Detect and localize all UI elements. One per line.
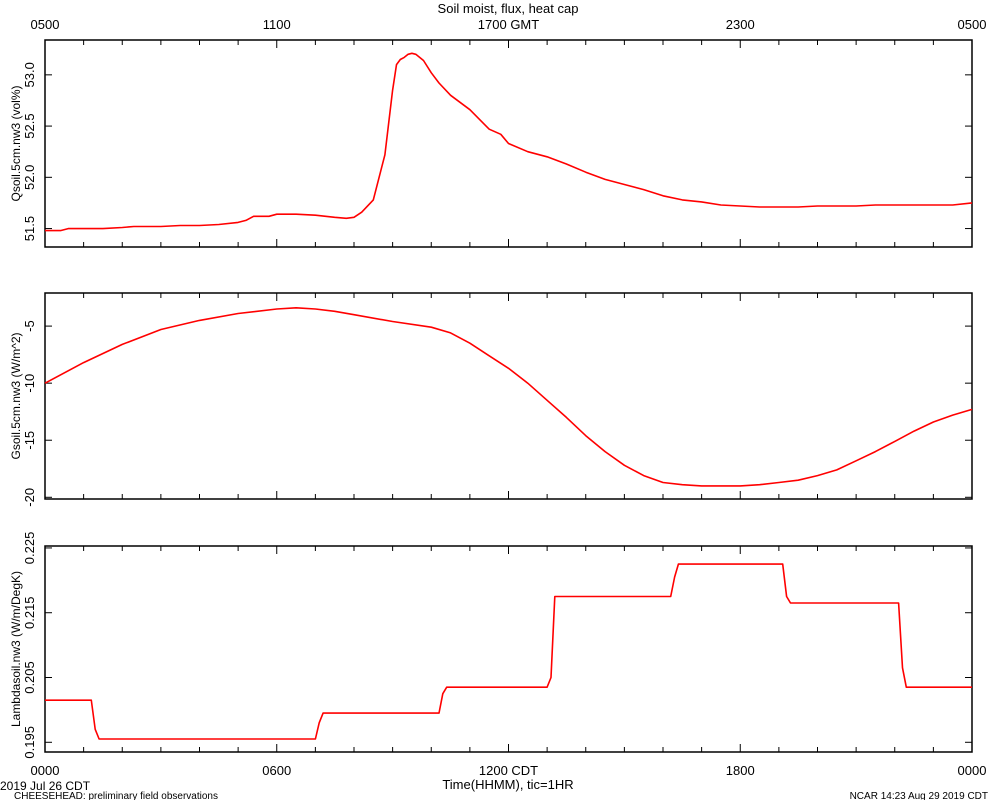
y-tick-label: 0.225: [22, 532, 37, 565]
footer-project-note: CHEESEHEAD: preliminary field observatio…: [14, 791, 218, 800]
series-line-1: [45, 52, 973, 232]
y-tick-label: -15: [22, 431, 37, 450]
y-tick-label: -5: [22, 320, 37, 332]
y-tick-label: 0.195: [22, 726, 37, 759]
top-tick-label: 0500: [958, 17, 987, 32]
panel-3: 0.195 0.205 0.215 0.225 Lambdasoil.nw3 (W/m/…: [9, 532, 973, 759]
bottom-tick-label: 0000: [31, 763, 60, 778]
bottom-tick-label: 0600: [262, 763, 291, 778]
y-tick-label: -10: [22, 374, 37, 393]
y-axis-label: Lambdasoil.nw3 (W/m/DegK): [9, 571, 23, 727]
footer-date: 2019 Jul 26 CDT: [0, 779, 91, 793]
y-tick-label: 0.215: [22, 596, 37, 629]
y-axis-label: Gsoil.5cm.nw3 (W/m^2): [9, 333, 23, 460]
series-line-3: [45, 563, 972, 740]
y-tick-label: -20: [22, 488, 37, 507]
y-tick-label: 53.0: [22, 62, 37, 87]
bottom-tick-label: 1800: [726, 763, 755, 778]
top-tick-label: 1700 GMT: [478, 17, 539, 32]
bottom-tick-label: 1200 CDT: [479, 763, 538, 778]
y-tick-label: 52.5: [22, 113, 37, 138]
y-tick-label: 51.5: [22, 216, 37, 241]
bottom-tick-label: 0000: [958, 763, 987, 778]
y-tick-label: 0.205: [22, 661, 37, 694]
chart-title: Soil moist, flux, heat cap: [438, 1, 579, 16]
y-tick-label: 52.0: [22, 165, 37, 190]
top-time-axis: 0500 1100 1700 GMT 2300 0500: [31, 17, 987, 32]
x-axis-label: Time(HHMM), tic=1HR: [442, 777, 573, 792]
top-tick-label: 1100: [263, 17, 291, 32]
bottom-time-axis: 0000 0600 1200 CDT 1800 0000: [31, 763, 987, 778]
panel-frame: [44, 545, 973, 753]
y-axis-label: Qsoil.5cm.nw3 (vol%): [9, 85, 23, 201]
footer-credit: NCAR 14:23 Aug 29 2019 CDT: [850, 791, 988, 800]
top-tick-label: 0500: [31, 17, 60, 32]
series-line-2: [44, 306, 973, 487]
top-tick-label: 2300: [726, 17, 755, 32]
